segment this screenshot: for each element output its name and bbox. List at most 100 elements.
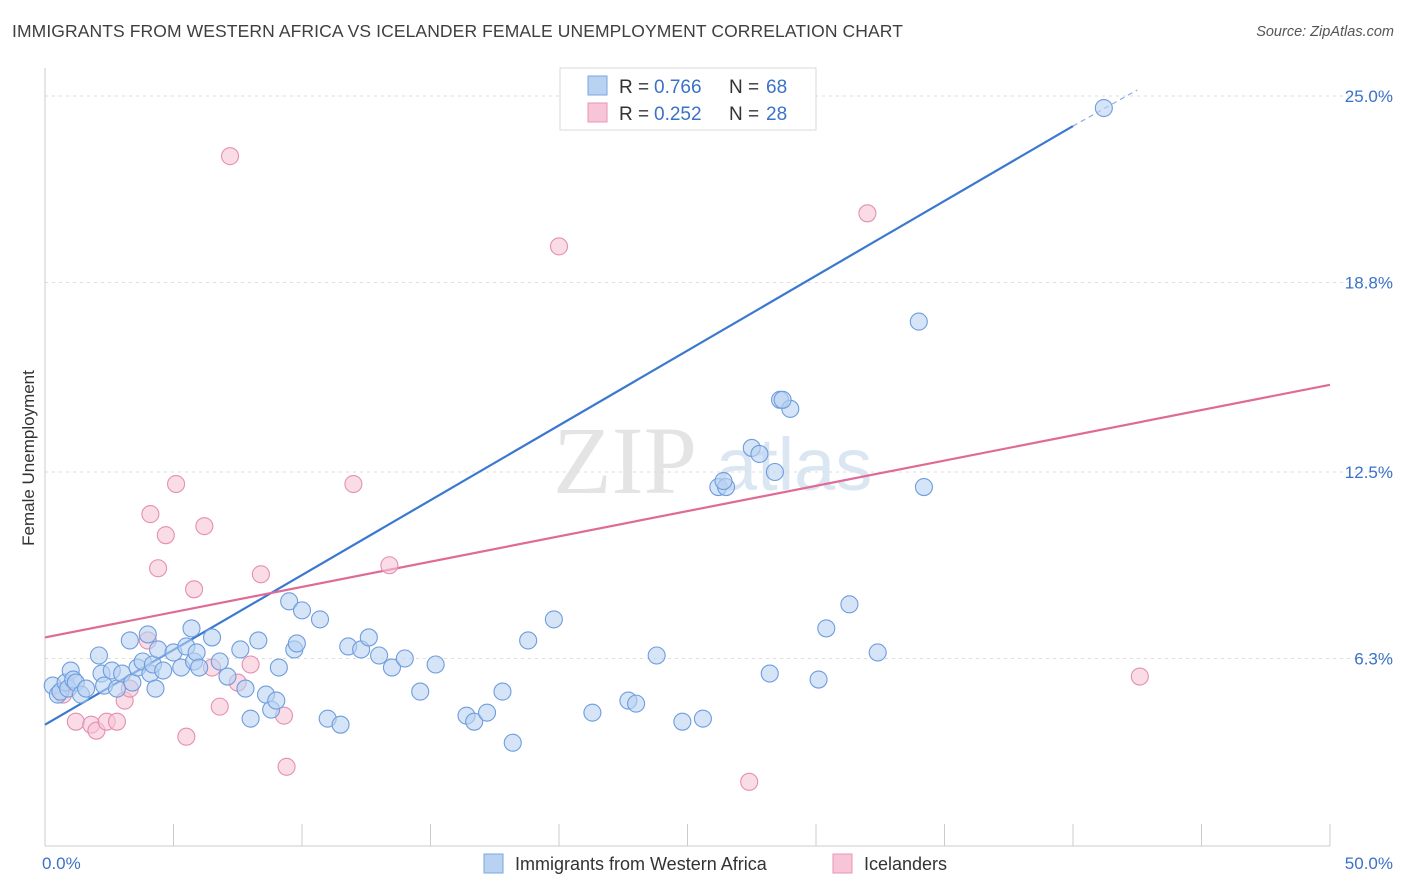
point-western-africa [218, 667, 237, 686]
y-tick-label: 18.8% [1345, 273, 1393, 292]
point-icelanders [66, 712, 85, 731]
bottom-legend-swatch-pink [832, 853, 853, 874]
point-western-africa [583, 703, 602, 722]
legend-n-value-2: 28 [766, 104, 787, 125]
point-western-africa [269, 658, 288, 677]
point-icelanders [251, 565, 270, 584]
point-western-africa [673, 712, 692, 731]
point-western-africa [249, 631, 268, 650]
point-icelanders [277, 757, 296, 776]
point-icelanders [185, 580, 204, 599]
y-tick-label: 12.5% [1345, 463, 1393, 482]
point-icelanders [156, 526, 175, 545]
point-western-africa [909, 312, 928, 331]
point-icelanders [220, 147, 240, 166]
point-western-africa [146, 679, 165, 698]
point-western-africa [760, 664, 779, 683]
x-tick-label: 50.0% [1345, 854, 1393, 873]
point-western-africa [765, 462, 784, 482]
point-icelanders [1130, 667, 1149, 686]
point-western-africa [231, 640, 250, 659]
point-western-africa [411, 682, 430, 701]
legend-r-value-1: 0.766 [654, 77, 702, 98]
watermark-atlas: atlas [716, 423, 872, 506]
bottom-legend-label-1: Immigrants from Western Africa [515, 854, 768, 874]
point-western-africa [1094, 98, 1113, 118]
gridlines [45, 95, 1395, 659]
point-western-africa [477, 703, 497, 722]
legend-r-value-2: 0.252 [654, 104, 702, 125]
point-western-africa [331, 715, 350, 734]
point-western-africa [267, 691, 286, 710]
point-western-africa [544, 610, 563, 629]
point-icelanders [241, 655, 260, 674]
x-tick-label: 0.0% [42, 854, 81, 873]
point-western-africa [107, 679, 127, 698]
trend-line-2 [44, 383, 1331, 639]
point-icelanders [141, 505, 160, 524]
point-western-africa [123, 673, 142, 692]
point-western-africa [182, 619, 201, 638]
point-western-africa [359, 628, 378, 647]
series-legend: Immigrants from Western Africa Icelander… [483, 853, 947, 874]
point-western-africa [627, 694, 646, 713]
point-western-africa [203, 628, 222, 647]
point-western-africa [149, 640, 168, 659]
point-western-africa [187, 643, 206, 662]
y-tick-label: 6.3% [1354, 649, 1393, 668]
source-credit: Source: ZipAtlas.com [1256, 24, 1394, 40]
point-icelanders [380, 556, 399, 575]
point-western-africa [89, 646, 109, 665]
legend-swatch-pink [587, 102, 608, 123]
axes [44, 68, 1331, 847]
point-icelanders [149, 559, 168, 578]
point-icelanders [167, 474, 186, 494]
point-icelanders [549, 237, 569, 256]
point-western-africa [287, 634, 306, 653]
point-western-africa [292, 601, 312, 620]
point-western-africa [868, 643, 887, 662]
point-western-africa [280, 592, 299, 611]
y-tick-label: 25.0% [1345, 87, 1393, 106]
point-western-africa [750, 444, 769, 464]
point-western-africa [426, 655, 445, 674]
point-western-africa [693, 709, 712, 728]
point-western-africa [77, 679, 96, 698]
legend-n-label-2: N = [729, 104, 759, 125]
point-western-africa [817, 619, 836, 638]
legend-r-label-2: R = [619, 104, 649, 125]
legend-r-label-1: R = [619, 77, 649, 98]
point-western-africa [310, 610, 330, 629]
point-western-africa [914, 477, 933, 497]
bottom-legend-label-2: Icelanders [864, 854, 947, 874]
legend-swatch-blue [587, 75, 608, 96]
tick-labels: 6.3% 12.5% 18.8% 25.0% 0.0% 50.0% [42, 87, 1393, 873]
point-western-africa [809, 670, 828, 689]
point-western-africa [647, 646, 666, 665]
point-icelanders [858, 204, 877, 223]
legend-n-label-1: N = [729, 77, 759, 98]
point-icelanders [740, 772, 759, 791]
point-western-africa [241, 709, 260, 728]
point-western-africa [395, 649, 414, 668]
point-western-africa [503, 733, 522, 752]
y-axis-title: Female Unemployment [19, 370, 38, 546]
correlation-legend: R = 0.766 N = 68 R = 0.252 N = 28 [559, 67, 817, 131]
watermark-zip: ZIP [553, 407, 697, 514]
point-icelanders [107, 712, 127, 731]
legend-n-value-1: 68 [766, 77, 787, 98]
bottom-legend-swatch-blue [483, 853, 504, 874]
point-western-africa [120, 631, 139, 650]
point-western-africa [840, 595, 859, 614]
point-western-africa [236, 679, 255, 698]
point-icelanders [195, 517, 214, 536]
point-western-africa [714, 471, 733, 491]
chart-title: IMMIGRANTS FROM WESTERN AFRICA VS ICELAN… [12, 21, 903, 41]
point-western-africa [382, 658, 402, 677]
point-western-africa [210, 652, 229, 671]
point-icelanders [177, 727, 196, 746]
point-western-africa [154, 661, 173, 680]
data-points [43, 98, 1149, 791]
point-western-africa [465, 712, 484, 731]
